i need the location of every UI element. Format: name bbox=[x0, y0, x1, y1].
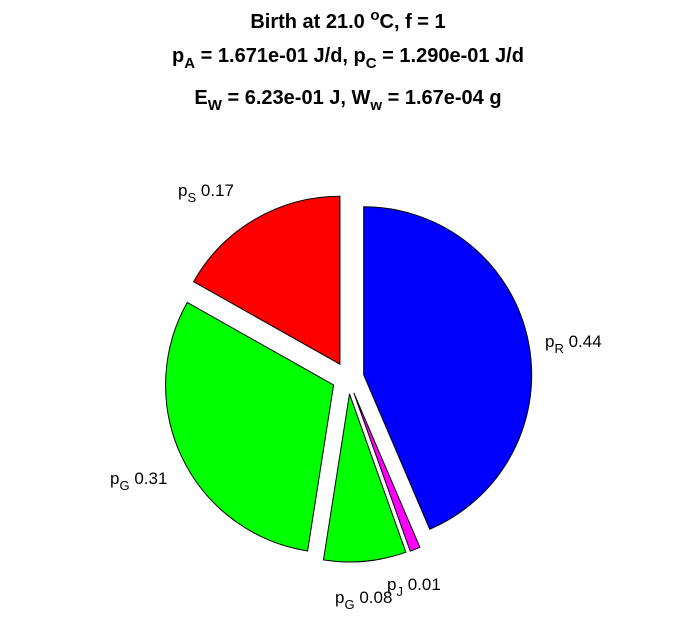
pie-slice-pG-3 bbox=[165, 301, 335, 552]
chart-title-line-1: Birth at 21.0 oC, f = 1 bbox=[250, 7, 446, 33]
chart-title-line-2: pA = 1.671e-01 J/d, pC = 1.290e-01 J/d bbox=[172, 45, 524, 72]
slice-label-pR-0: pR 0.44 bbox=[545, 332, 602, 356]
pie-slice-pJ-1 bbox=[353, 392, 421, 552]
slice-label-pS-4: pS 0.17 bbox=[178, 181, 234, 205]
pie-slice-pR-0 bbox=[363, 206, 533, 530]
slice-label-pG-3: pG 0.31 bbox=[110, 469, 167, 493]
chart-title-line-3: EW = 6.23e-01 J, Ww = 1.67e-04 g bbox=[194, 87, 502, 114]
pie-slice-pS-4 bbox=[192, 195, 341, 366]
slice-label-pJ-1: pJ 0.01 bbox=[387, 575, 441, 599]
slice-label-pG-2: pG 0.08 bbox=[335, 588, 392, 612]
pie-slice-pG-2 bbox=[322, 393, 407, 563]
